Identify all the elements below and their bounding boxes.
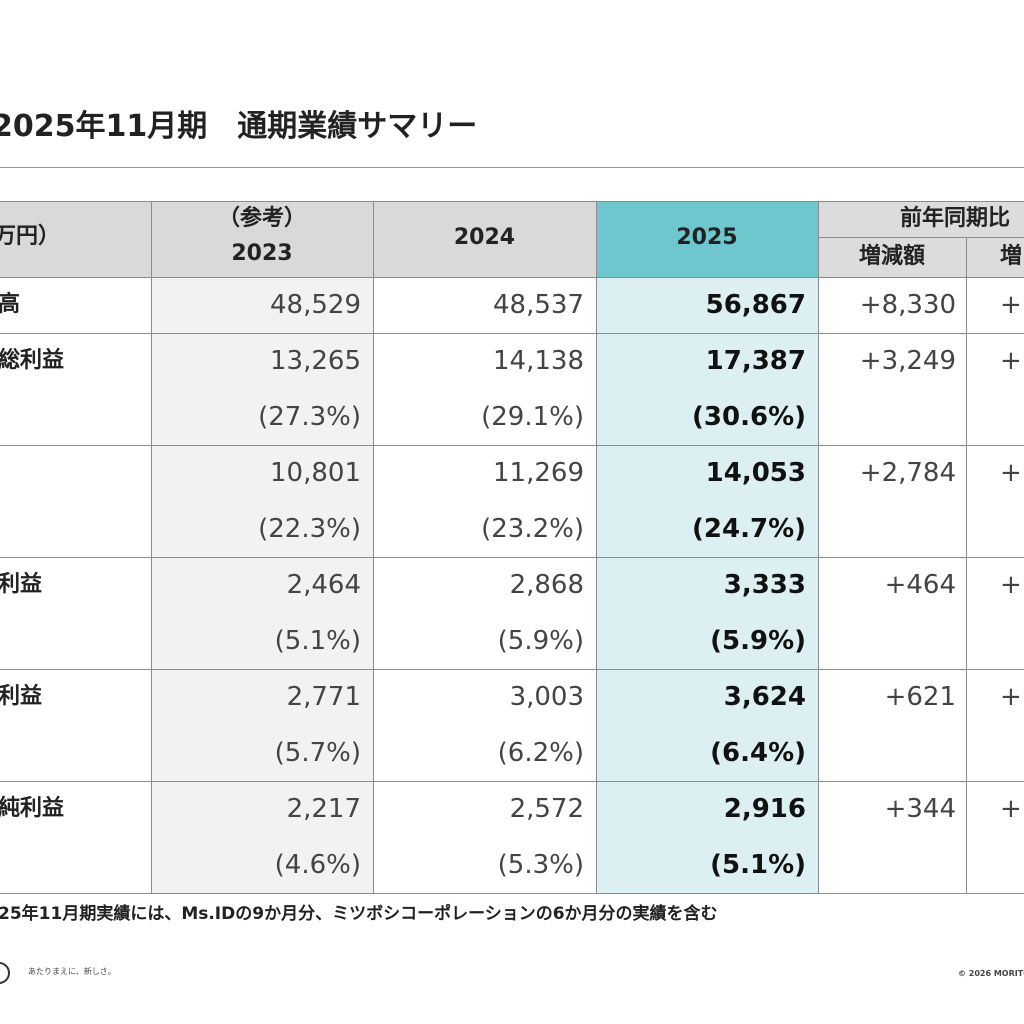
cell-rate: +	[1000, 682, 1022, 712]
cell-rate: +	[1000, 290, 1022, 320]
header-text: 2024	[453, 225, 516, 250]
header-text: 増減額	[858, 244, 925, 269]
table-rule	[0, 201, 1024, 202]
unit: 万円）	[0, 224, 61, 249]
row-rule	[0, 781, 1024, 782]
row-label: 高	[0, 292, 21, 317]
header-group	[818, 201, 1024, 277]
cell-ratio: (5.7%)	[274, 738, 361, 768]
cell-value: 14,053	[705, 458, 806, 488]
cell-ratio: (27.3%)	[258, 402, 361, 432]
cell-value: 56,867	[705, 290, 806, 320]
col-rule	[373, 201, 374, 893]
row-label: 利益	[0, 572, 43, 597]
header-text: 2025	[676, 225, 738, 250]
cell-ratio: (5.9%)	[497, 626, 584, 656]
cell-value: 48,529	[270, 290, 361, 320]
cell-value: 3,003	[509, 682, 584, 712]
cell-ratio: (29.1%)	[481, 402, 584, 432]
table-rule	[818, 237, 1024, 238]
cell-rate: +	[1000, 346, 1022, 376]
table-rule	[0, 277, 1024, 278]
cell-value: 3,333	[723, 570, 806, 600]
tagline: あたりまえに、新しさ。	[28, 967, 116, 976]
logo-mark	[0, 962, 10, 984]
cell-rate: +	[1000, 458, 1022, 488]
cell-ratio: (5.9%)	[710, 626, 806, 656]
row-label: 純利益	[0, 796, 65, 821]
cell-diff: +8,330	[859, 290, 956, 320]
cell-value: 2,217	[286, 794, 361, 824]
cell-diff: +2,784	[859, 458, 956, 488]
header-text: 2023	[231, 241, 293, 266]
cell-value: 10,801	[270, 458, 361, 488]
cell-diff: +464	[884, 570, 956, 600]
cell-rate: +	[1000, 570, 1022, 600]
cell-value: 2,916	[723, 794, 806, 824]
header-cell-2025	[596, 201, 818, 277]
row-rule	[0, 669, 1024, 670]
footnote: 25年11月期実績には、Ms.IDの9か月分、ミツボシコーポレーションの6か月分…	[0, 904, 718, 924]
cell-ratio: (6.2%)	[497, 738, 584, 768]
cell-ratio: (23.2%)	[481, 514, 584, 544]
cell-ratio: (5.3%)	[497, 850, 584, 880]
cell-value: 2,464	[286, 570, 361, 600]
rate-header: 増	[1000, 244, 1023, 269]
row-label: 利益	[0, 684, 43, 709]
cell-diff: +3,249	[859, 346, 956, 376]
col-rule	[151, 201, 152, 893]
row-rule	[0, 893, 1024, 894]
row-label: 総利益	[0, 348, 65, 373]
col-bg	[151, 277, 373, 893]
row-rule	[0, 445, 1024, 446]
cell-value: 2,771	[286, 682, 361, 712]
title: 2025年11月期 通期業績サマリー	[0, 109, 478, 144]
cell-ratio: (6.4%)	[710, 738, 806, 768]
cell-ratio: (4.6%)	[274, 850, 361, 880]
title-rule	[0, 167, 1024, 168]
cell-value: 14,138	[493, 346, 584, 376]
cell-ratio: (5.1%)	[710, 850, 806, 880]
cell-diff: +344	[884, 794, 956, 824]
cell-value: 2,572	[509, 794, 584, 824]
col-rule	[818, 201, 819, 893]
cell-ratio: (24.7%)	[692, 514, 806, 544]
col-rule	[966, 237, 967, 893]
cell-value: 3,624	[723, 682, 806, 712]
copyright: © 2026 MORITO	[958, 969, 1024, 978]
cell-value: 13,265	[270, 346, 361, 376]
cell-value: 2,868	[509, 570, 584, 600]
cell-value: 17,387	[705, 346, 806, 376]
cell-value: 11,269	[493, 458, 584, 488]
row-rule	[0, 333, 1024, 334]
cell-ratio: (5.1%)	[274, 626, 361, 656]
cell-value: 48,537	[493, 290, 584, 320]
col-rule	[596, 201, 597, 893]
row-rule	[0, 557, 1024, 558]
cell-diff: +621	[884, 682, 956, 712]
col-bg-2025	[596, 277, 818, 893]
cell-ratio: (22.3%)	[258, 514, 361, 544]
header-text: （参考）	[217, 206, 306, 231]
group-header: 前年同期比	[900, 206, 1011, 231]
cell-ratio: (30.6%)	[692, 402, 806, 432]
cell-rate: +	[1000, 794, 1022, 824]
